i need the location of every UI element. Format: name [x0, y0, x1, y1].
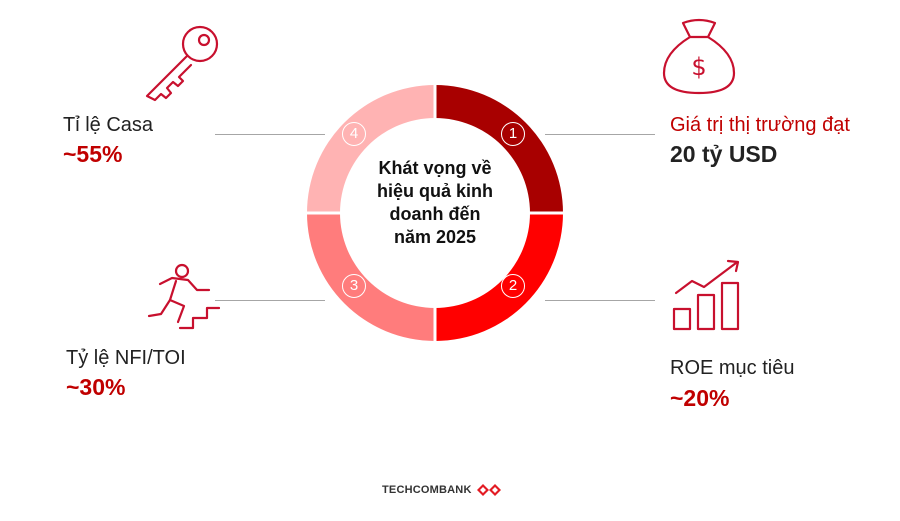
center-title-line-4: năm 2025 [393, 227, 477, 247]
segment-4 [307, 85, 435, 213]
connector-top-left [215, 134, 325, 135]
connector-bottom-left [215, 300, 325, 301]
brand-name: TECHCOMBANK [382, 484, 472, 496]
segment-number-1: 1 [501, 122, 525, 146]
segment-number-3: 3 [342, 274, 366, 298]
center-title-line-3: doanh đến [389, 204, 481, 224]
key-icon [145, 25, 219, 102]
connector-bottom-right [545, 300, 655, 301]
market-value-value: 20 tỷ USD [670, 141, 778, 167]
segment-number-4: 4 [342, 122, 366, 146]
center-title-line-1: Khát vọng về [378, 158, 492, 178]
roe-label: ROE mục tiêu [670, 357, 795, 379]
svg-text:$: $ [691, 53, 706, 81]
segment-1 [435, 85, 563, 213]
running-person-icon [147, 263, 220, 330]
segment-number-2: 2 [501, 274, 525, 298]
nfi-toi-label: Tỷ lệ NFI/TOI [66, 347, 186, 369]
casa-value: ~55% [63, 141, 123, 167]
footer-brand: TECHCOMBANK [382, 481, 502, 499]
nfi-toi-value: ~30% [66, 374, 126, 400]
money-bag-icon: $ [662, 18, 736, 95]
connector-top-right [545, 134, 655, 135]
roe-value: ~20% [670, 385, 730, 411]
casa-label: Tỉ lệ Casa [63, 114, 154, 136]
segment-3 [307, 213, 435, 341]
techcombank-logo-icon [476, 484, 501, 496]
segment-2 [435, 213, 563, 341]
growth-chart-icon [672, 259, 740, 331]
market-value-label: Giá trị thị trường đạt [670, 114, 850, 136]
center-title-line-2: hiệu quả kinh [376, 181, 493, 201]
center-title: Khát vọng về hiệu quả kinh doanh đến năm… [362, 157, 508, 249]
